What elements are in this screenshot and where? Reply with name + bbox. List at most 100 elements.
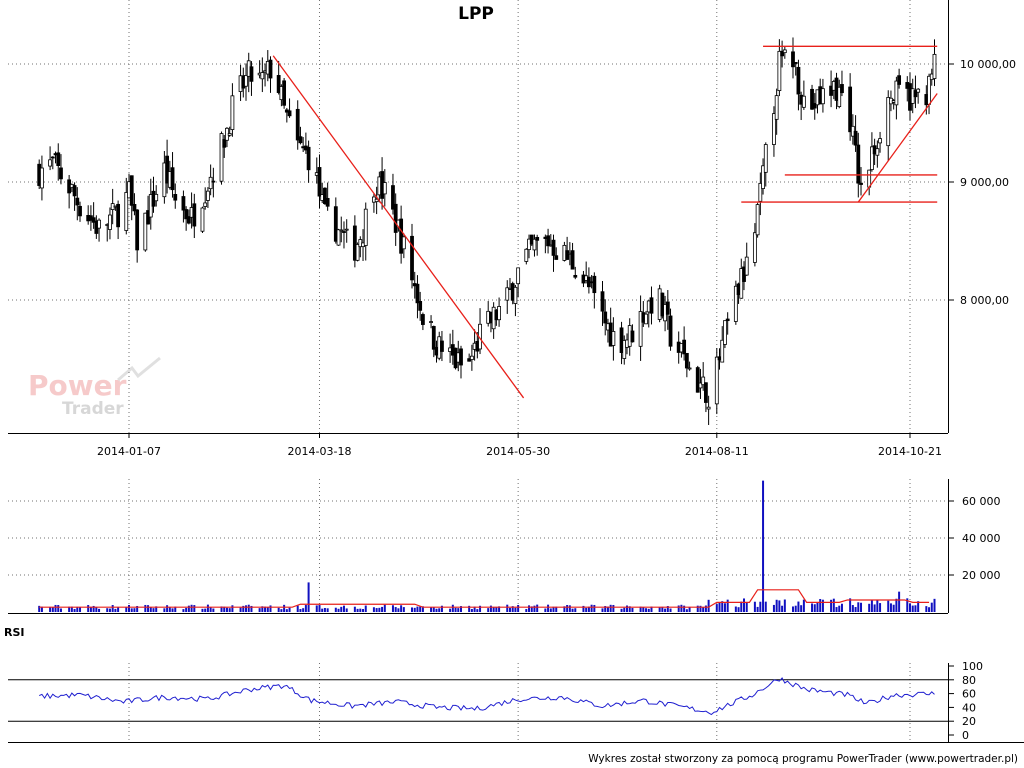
chart-title: LPP [458, 4, 494, 24]
candle-body [306, 146, 311, 171]
candle-body [886, 97, 891, 147]
candle-body [132, 204, 137, 212]
candle-body [573, 274, 578, 278]
panel-frames [8, 0, 1024, 743]
watermark-word-power: Power [28, 369, 127, 402]
candle-body [668, 315, 673, 347]
candle-body [791, 51, 795, 68]
candle-body [440, 340, 444, 352]
candle-body [897, 75, 902, 85]
candle-body [535, 236, 540, 241]
candle-body [469, 355, 474, 361]
volume-y-tick-label: 40 000 [962, 532, 1001, 545]
candle-body [848, 86, 853, 133]
footer-credit: Wykres został stworzony za pomocą progra… [588, 753, 1018, 765]
rsi-y-tick-label: 80 [962, 674, 976, 687]
candle-body [72, 185, 77, 197]
candle-body [758, 182, 763, 202]
candle-body [336, 229, 341, 246]
candle-body [796, 66, 801, 95]
trend-line [857, 93, 938, 203]
candle-body [913, 90, 918, 98]
candle-body [570, 250, 575, 270]
candle-body [853, 130, 858, 146]
candle-body [837, 86, 842, 107]
candle-body [230, 95, 235, 130]
candle-body [801, 95, 806, 108]
candle-body [782, 49, 787, 54]
candle-body [875, 148, 880, 156]
candle-body [399, 218, 404, 254]
candle-body [276, 75, 281, 93]
candle-body [352, 225, 357, 261]
candle-body [684, 352, 689, 369]
candle-body [208, 176, 213, 190]
candle-body [821, 88, 825, 105]
candle-body [856, 144, 861, 184]
candle-body [761, 165, 765, 189]
candle-body [723, 320, 727, 345]
volume-y-tick-label: 20 000 [962, 569, 1001, 582]
candle-body [554, 255, 559, 260]
candle-body [812, 103, 817, 109]
candle-body [532, 238, 537, 251]
candle-body [706, 406, 711, 410]
candle-body [170, 167, 175, 191]
candle-body [418, 300, 423, 311]
grid-lines [8, 0, 948, 742]
candle-body [603, 311, 608, 324]
candle-body [181, 196, 186, 211]
candle-body [50, 156, 55, 159]
rsi-y-tick-label: 60 [962, 688, 976, 701]
candle-body [878, 138, 882, 144]
candle-body [704, 382, 708, 403]
candle-body [551, 239, 556, 256]
candle-body [840, 84, 844, 94]
price-candles [37, 37, 937, 425]
candle-body [592, 275, 597, 294]
trend-line [272, 55, 525, 399]
x-tick-label: 2014-05-30 [486, 445, 550, 458]
candle-body [97, 219, 101, 229]
candle-body [431, 326, 436, 350]
candle-body [323, 187, 327, 205]
candle-body [927, 75, 931, 105]
candle-body [714, 356, 719, 405]
candle-body [227, 133, 232, 136]
rsi-y-tick-label: 100 [962, 660, 983, 673]
candle-body [339, 229, 344, 232]
candle-body [401, 236, 406, 250]
candle-body [859, 182, 863, 185]
candle-body [363, 208, 368, 246]
candle-body [410, 235, 414, 281]
candle-body [382, 182, 387, 195]
candle-body [695, 367, 700, 393]
candle-body [780, 50, 785, 57]
candle-body [777, 50, 782, 92]
candle-body [393, 203, 398, 233]
candle-body [59, 167, 63, 180]
candle-body [295, 108, 300, 141]
candle-body [752, 232, 757, 263]
powertrader-watermark: Power Trader [28, 356, 161, 419]
candle-body [420, 314, 425, 325]
candle-body [513, 286, 518, 304]
candle-body [219, 133, 224, 182]
candle-body [184, 209, 189, 220]
candle-body [459, 348, 463, 366]
watermark-word-trader: Trader [62, 399, 124, 419]
rsi-label: RSI [4, 626, 25, 639]
candle-body [829, 85, 833, 96]
candle-body [565, 250, 570, 260]
candle-body [698, 382, 703, 389]
candle-body [774, 95, 779, 120]
candle-body [192, 203, 197, 227]
rsi-y-tick-label: 40 [962, 701, 976, 714]
candle-body [91, 217, 96, 223]
volume-moving-average-line [39, 589, 930, 608]
candle-body [638, 311, 643, 347]
rsi-y-tick-label: 0 [962, 729, 969, 742]
candle-body [649, 297, 654, 314]
candle-body [374, 198, 379, 203]
